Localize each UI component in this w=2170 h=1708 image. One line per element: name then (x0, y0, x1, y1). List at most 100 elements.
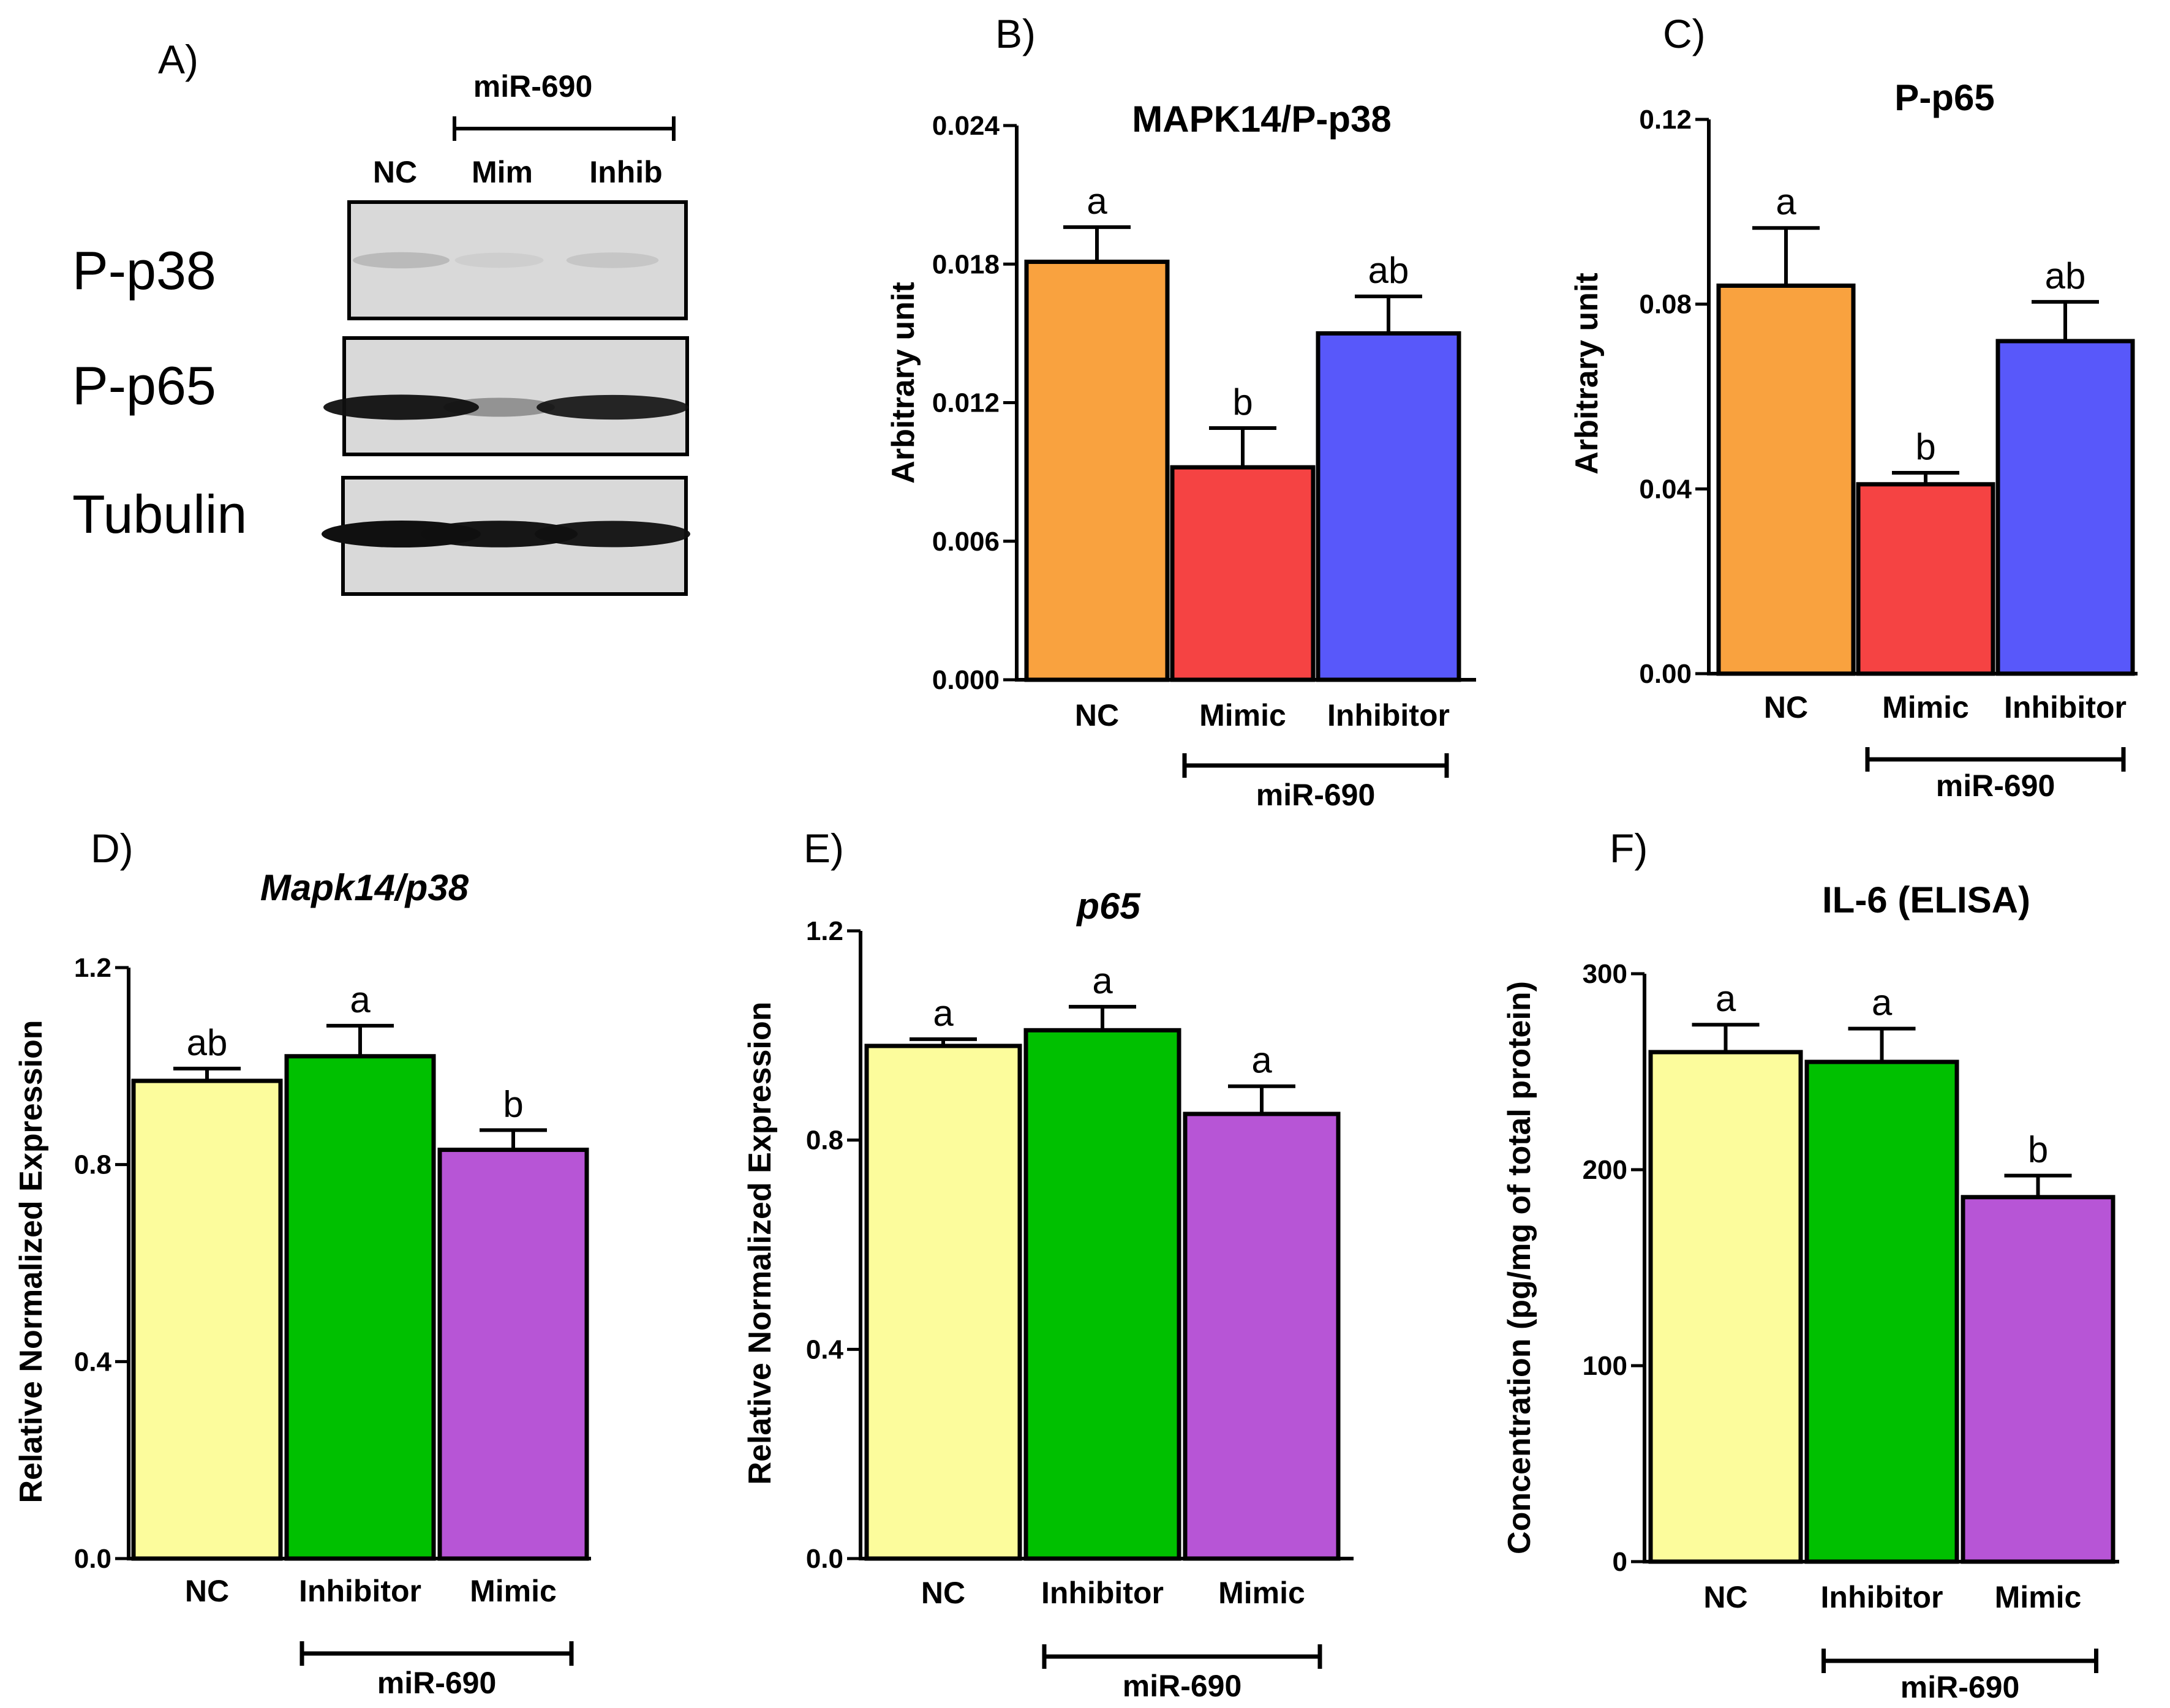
panel-d-significance-mimic: b (503, 1083, 523, 1124)
panel-e-category-nc: NC (921, 1576, 965, 1610)
panel-b-significance-inhibitor: ab (1368, 250, 1409, 291)
panel-a-western-blot: A) miR-690 NC Mim Inhib P-p38 P-p65 Tubu… (72, 37, 690, 596)
panel-e-significance-nc: a (933, 993, 954, 1034)
panel-d-category-inhibitor: Inhibitor (299, 1574, 421, 1608)
panel-d-y-tick-label-3: 1.2 (74, 953, 111, 983)
panel-b-y-tick-label-0: 0.000 (932, 665, 1000, 695)
panel-f-bar-mimic (1961, 1195, 2115, 1564)
panel-c-significance-nc: a (1776, 181, 1796, 222)
row-label-tubulin: Tubulin (72, 484, 247, 544)
band-tubulin-mim (420, 521, 578, 547)
blot-strip-p-p38 (347, 200, 688, 320)
panel-c-category-mimic: Mimic (1882, 690, 1969, 724)
panel-d-bar-nc (131, 1078, 283, 1561)
panel-b-y-tick-label-4: 0.024 (932, 111, 1000, 141)
panel-e-y-tick-label-3: 1.2 (806, 916, 843, 946)
band-p-p38-inhib (566, 252, 659, 268)
panel-c-y-tick-label-3: 0.12 (1639, 105, 1692, 135)
panel-d-y-tick-label-0: 0.0 (74, 1544, 111, 1574)
panel-d-significance-nc: ab (187, 1022, 228, 1063)
panel-d-category-nc: NC (185, 1574, 229, 1608)
panel-c-y-tick-label-0: 0.00 (1639, 659, 1692, 689)
panel-f-significance-nc: a (1716, 978, 1736, 1019)
panel-d-y-axis-label: Relative Normalized Expression (13, 1020, 49, 1503)
panel-b-significance-mimic: b (1232, 382, 1253, 423)
panel-b-y-tick-label-3: 0.018 (932, 249, 1000, 279)
panel-f-y-tick-label-3: 300 (1583, 959, 1627, 989)
panel-b-y-tick-label-1: 0.006 (932, 527, 1000, 557)
panel-f-bar-inhibitor (1804, 1059, 1959, 1564)
panel-d-title: Mapk14/p38 (260, 867, 469, 908)
lane-label-inhibitor: Inhib (589, 155, 662, 189)
panel-d-category-mimic: Mimic (470, 1574, 557, 1608)
panel-d-chart: D) Mapk14/p38 Relative Normalized Expressi… (13, 826, 591, 1700)
panel-b-y-axis-label: Arbitrary unit (886, 282, 921, 483)
panel-e-significance-mimic: a (1251, 1040, 1272, 1081)
panel-c-y-axis-label: Arbitrary unit (1569, 273, 1605, 474)
panel-c-y-tick-label-1: 0.04 (1639, 474, 1692, 504)
panel-e-title: p65 (1076, 886, 1141, 927)
panel-c-title: P-p65 (1894, 77, 1994, 118)
band-tubulin-inhib (535, 521, 690, 547)
panel-b-bar-nc (1024, 259, 1170, 682)
panel-e-chart: E) p65 Relative Normalized Expression 0.0 0.… (742, 826, 1354, 1703)
panel-e-y-axis-label: Relative Normalized Expression (742, 1002, 778, 1485)
panel-e-label: E) (804, 826, 844, 871)
panel-e-group-label: miR-690 (1123, 1669, 1242, 1703)
panel-b-category-nc: NC (1075, 698, 1119, 732)
panel-b-title: MAPK14/P-p38 (1132, 99, 1391, 140)
panel-c-bar-nc (1716, 284, 1856, 676)
panel-c-significance-inhibitor: ab (2045, 255, 2086, 296)
panel-b-chart: B) MAPK14/P-p38 Arbitrary unit 0.000 0.006 0.… (886, 11, 1476, 812)
panel-b-significance-nc: a (1087, 181, 1107, 222)
panel-e-significance-inhibitor: a (1092, 960, 1113, 1001)
panel-f-label: F) (1610, 826, 1648, 871)
panel-c-significance-mimic: b (1915, 426, 1935, 467)
panel-b-bar-mimic (1170, 465, 1316, 682)
row-label-p-p65: P-p65 (72, 355, 216, 416)
panel-b-label: B) (995, 11, 1036, 56)
panel-f-category-mimic: Mimic (1995, 1580, 2082, 1614)
panel-label-a: A) (158, 37, 198, 82)
panel-b-category-mimic: Mimic (1199, 698, 1286, 732)
panel-d-significance-inhibitor: a (350, 979, 371, 1020)
panel-c-y-tick-label-2: 0.08 (1639, 290, 1692, 320)
panel-f-group-label: miR-690 (1901, 1670, 2020, 1704)
panel-e-category-mimic: Mimic (1218, 1576, 1305, 1610)
panel-b-y-tick-label-2: 0.012 (932, 388, 1000, 418)
band-p-p38-nc (353, 252, 450, 269)
panel-d-group-label: miR-690 (377, 1666, 497, 1700)
lane-label-nc: NC (373, 155, 417, 189)
panel-f-chart: F) IL-6 (ELISA) Concentration (pg/mg of to… (1502, 826, 2119, 1704)
panel-d-y-tick-label-2: 0.8 (74, 1150, 111, 1180)
panel-f-title: IL-6 (ELISA) (1822, 879, 2030, 920)
panel-c-label: C) (1663, 11, 1706, 56)
panel-f-y-axis-label: Concentration (pg/mg of total protein) (1502, 981, 1537, 1554)
panel-f-category-nc: NC (1703, 1580, 1747, 1614)
band-p-p38-mim (454, 252, 544, 268)
band-p-p65-inhib (537, 394, 688, 420)
panel-e-y-tick-label-1: 0.4 (806, 1334, 844, 1364)
panel-f-significance-inhibitor: a (1872, 982, 1893, 1023)
row-label-p-p38: P-p38 (72, 240, 216, 301)
panel-d-y-tick-label-1: 0.4 (74, 1347, 112, 1377)
panel-e-y-tick-label-0: 0.0 (806, 1544, 843, 1574)
panel-c-bar-inhibitor (1995, 339, 2135, 676)
panel-e-bar-mimic (1183, 1112, 1341, 1561)
lane-label-mimic: Mim (472, 155, 533, 189)
panel-f-y-tick-label-2: 200 (1583, 1155, 1627, 1185)
panel-f-bar-nc (1648, 1050, 1803, 1564)
panel-c-bar-mimic (1856, 482, 1995, 676)
panel-f-y-tick-label-1: 100 (1583, 1351, 1627, 1381)
panel-d-label: D) (91, 826, 134, 871)
panel-f-category-inhibitor: Inhibitor (1821, 1580, 1943, 1614)
panel-f-y-tick-label-0: 0 (1613, 1547, 1627, 1577)
band-p-p65-mim (443, 397, 555, 417)
panel-f-significance-mimic: b (2028, 1129, 2048, 1170)
panel-e-category-inhibitor: Inhibitor (1041, 1576, 1164, 1610)
panel-e-bar-nc (864, 1044, 1022, 1561)
panel-e-y-tick-label-2: 0.8 (806, 1126, 843, 1156)
panel-b-category-inhibitor: Inhibitor (1327, 698, 1450, 732)
band-p-p65-nc (323, 394, 479, 420)
